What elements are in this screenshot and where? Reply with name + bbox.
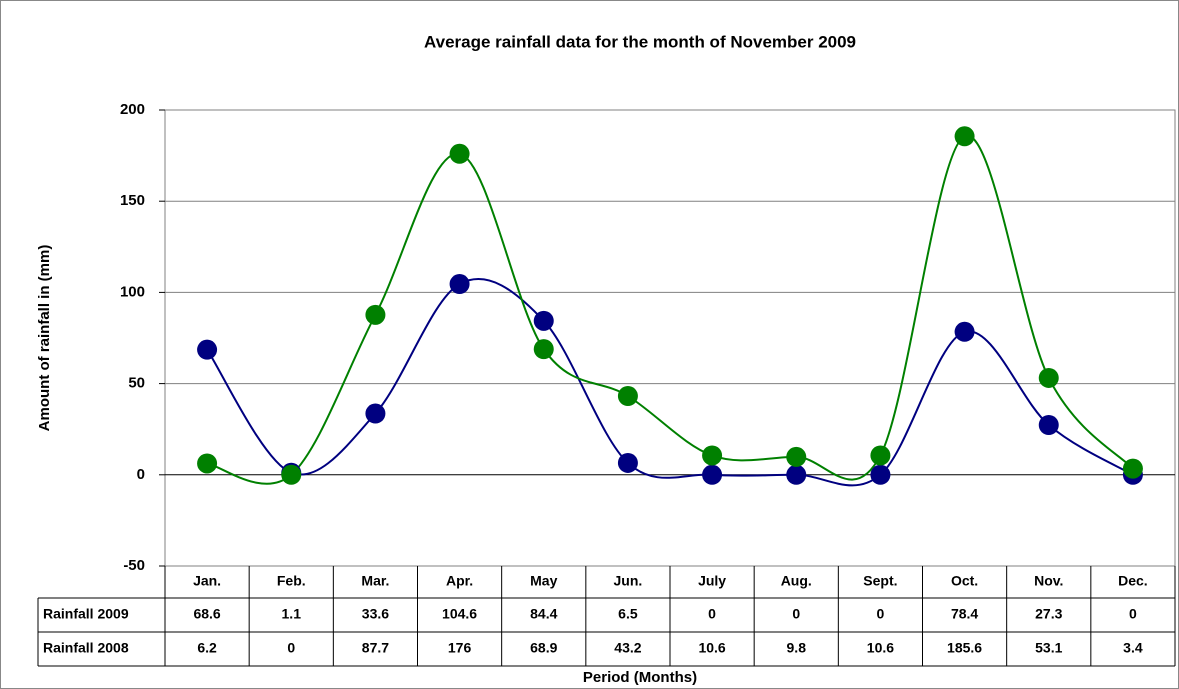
table-cell: 27.3 <box>1035 606 1062 622</box>
data-point <box>365 403 386 424</box>
data-point <box>786 464 807 485</box>
data-point <box>449 143 470 164</box>
data-point <box>702 464 723 485</box>
x-tick-label: Jun. <box>614 573 643 589</box>
x-axis-label: Period (Months) <box>583 669 697 686</box>
x-tick-label: Aug. <box>781 573 812 589</box>
y-tick-label: 0 <box>137 466 145 483</box>
table-cell: 0 <box>792 606 800 622</box>
data-point <box>1038 367 1059 388</box>
data-point <box>702 445 723 466</box>
data-point <box>449 274 470 295</box>
table-cell: 104.6 <box>442 606 477 622</box>
table-cell: 10.6 <box>698 640 725 656</box>
x-tick-label: Oct. <box>951 573 978 589</box>
data-point <box>197 453 218 474</box>
x-tick-label: Apr. <box>446 573 473 589</box>
x-tick-label: Dec. <box>1118 573 1148 589</box>
table-cell: 6.5 <box>618 606 638 622</box>
y-tick-label: -50 <box>123 557 145 574</box>
data-point <box>533 339 554 360</box>
data-point <box>870 464 891 485</box>
y-tick-label: 150 <box>120 192 145 209</box>
x-tick-label: Jan. <box>193 573 221 589</box>
y-tick-label: 100 <box>120 283 145 300</box>
data-point <box>1122 458 1143 479</box>
y-tick-label: 50 <box>128 375 145 392</box>
data-point <box>533 310 554 331</box>
table-cell: 84.4 <box>530 606 557 622</box>
table-cell: 78.4 <box>951 606 978 622</box>
table-cell: 3.4 <box>1123 640 1143 656</box>
data-point <box>617 452 638 473</box>
table-cell: 1.1 <box>282 606 302 622</box>
table-row-label: Rainfall 2008 <box>43 640 129 656</box>
data-point <box>365 304 386 325</box>
table-cell: 87.7 <box>362 640 389 656</box>
table-row-label: Rainfall 2009 <box>43 606 129 622</box>
y-axis-label: Amount of rainfall in (mm) <box>36 245 53 432</box>
chart-title: Average rainfall data for the month of N… <box>424 32 856 51</box>
x-tick-label: May <box>530 573 557 589</box>
table-cell: 185.6 <box>947 640 982 656</box>
data-point <box>197 339 218 360</box>
table-cell: 10.6 <box>867 640 894 656</box>
x-tick-label: July <box>698 573 726 589</box>
data-point <box>281 464 302 485</box>
data-point <box>786 446 807 467</box>
x-tick-label: Mar. <box>361 573 389 589</box>
table-cell: 53.1 <box>1035 640 1062 656</box>
table-cell: 9.8 <box>787 640 807 656</box>
y-tick-label: 200 <box>120 101 145 118</box>
data-point <box>870 445 891 466</box>
table-cell: 0 <box>708 606 716 622</box>
table-cell: 6.2 <box>197 640 217 656</box>
table-cell: 0 <box>287 640 295 656</box>
x-tick-label: Sept. <box>863 573 897 589</box>
table-cell: 0 <box>1129 606 1137 622</box>
data-point <box>617 386 638 407</box>
data-point <box>954 321 975 342</box>
table-cell: 68.9 <box>530 640 557 656</box>
x-tick-label: Feb. <box>277 573 306 589</box>
table-cell: 33.6 <box>362 606 389 622</box>
table-cell: 43.2 <box>614 640 641 656</box>
x-tick-label: Nov. <box>1034 573 1063 589</box>
table-cell: 0 <box>877 606 885 622</box>
table-cell: 176 <box>448 640 472 656</box>
data-point <box>954 126 975 147</box>
data-point <box>1038 415 1059 436</box>
table-cell: 68.6 <box>193 606 220 622</box>
